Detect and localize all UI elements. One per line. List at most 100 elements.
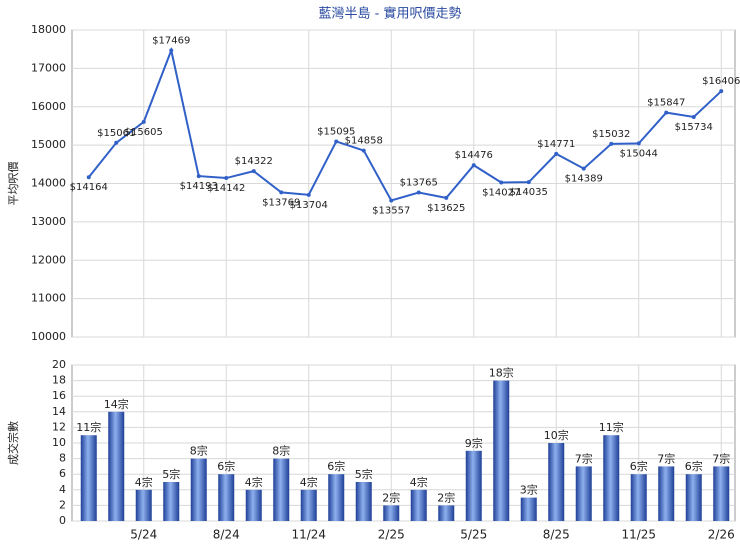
data-label: $15734	[675, 122, 713, 133]
x-tick-label: 8/24	[213, 528, 240, 542]
point	[114, 140, 119, 145]
data-label: 6宗	[685, 459, 703, 473]
point	[581, 166, 586, 171]
data-label: 2宗	[382, 490, 400, 504]
data-label: $15032	[592, 129, 630, 140]
y-tick-label: 0	[59, 514, 66, 527]
data-label: 6宗	[327, 459, 345, 473]
y-tick-label: 14000	[31, 177, 66, 190]
data-label: 2宗	[437, 490, 455, 504]
bar	[163, 482, 180, 521]
point	[169, 48, 174, 53]
x-tick-label: 5/25	[460, 528, 487, 542]
point	[554, 151, 559, 156]
x-tick-label: 2/26	[708, 528, 735, 542]
data-label: 4宗	[135, 475, 153, 489]
y-tick-label: 17000	[31, 61, 66, 74]
y-tick-label: 11000	[31, 292, 66, 305]
data-label: $14476	[455, 150, 493, 161]
line	[87, 46, 722, 202]
data-label: 9宗	[465, 436, 483, 450]
data-label: $17469	[152, 35, 190, 46]
y-tick-label: 6	[59, 467, 66, 480]
bar	[273, 458, 290, 521]
point	[279, 190, 284, 195]
bar	[493, 380, 510, 521]
data-label: $13557	[372, 206, 410, 217]
chart-title: 藍灣半島 - 實用呎價走勢	[319, 6, 462, 22]
data-label: $14193	[180, 181, 218, 192]
data-label: 8宗	[190, 444, 208, 458]
bar	[410, 489, 427, 521]
bar	[713, 466, 730, 521]
y-tick-label: 15000	[31, 138, 66, 151]
y-tick-label: 13000	[31, 215, 66, 228]
bar	[135, 489, 152, 521]
point	[389, 198, 394, 203]
y-tick-label: 4	[59, 483, 66, 496]
x-tick-label: 5/24	[130, 528, 157, 542]
data-label: 5宗	[355, 467, 373, 481]
point	[636, 141, 641, 146]
data-label: 6宗	[217, 459, 235, 473]
data-label: $13769	[262, 197, 300, 208]
data-label: $13625	[427, 203, 465, 214]
point	[664, 110, 669, 115]
y-tick-label: 18	[52, 374, 66, 387]
data-label: $14858	[345, 136, 383, 147]
x-tick-label: 11/24	[291, 528, 326, 542]
bar	[383, 505, 400, 521]
point	[334, 139, 339, 144]
data-label: 4宗	[410, 475, 428, 489]
data-label: $14027	[482, 187, 520, 198]
y-tick-label: 12000	[31, 253, 66, 266]
bar	[328, 474, 345, 521]
data-label: $15061	[97, 128, 135, 139]
bar	[300, 489, 317, 521]
data-label: 18宗	[489, 366, 514, 380]
bar	[80, 435, 97, 521]
bar	[520, 497, 537, 521]
point	[499, 180, 504, 185]
data-label: $15095	[317, 126, 355, 137]
data-label: 4宗	[245, 475, 263, 489]
bar	[603, 435, 620, 521]
data-label: 14宗	[104, 397, 129, 411]
point	[691, 114, 696, 119]
y-tick-label: 8	[59, 452, 66, 465]
data-label: $14322	[235, 156, 273, 167]
data-label: $16406	[702, 76, 740, 87]
data-label: $14389	[565, 174, 603, 185]
point	[609, 141, 614, 146]
y-tick-label: 12	[52, 420, 66, 433]
bar	[685, 474, 702, 521]
y-tick-label: 14	[52, 405, 66, 418]
y-axis-title: 平均呎價	[6, 162, 20, 206]
point	[224, 176, 229, 181]
data-label: 7宗	[657, 451, 675, 465]
data-label: $14142	[207, 183, 245, 194]
point	[416, 190, 421, 195]
bar	[190, 458, 207, 521]
point	[306, 192, 311, 197]
y-tick-label: 20	[52, 358, 66, 371]
y-tick-label: 10	[52, 436, 66, 449]
data-label: $15605	[125, 127, 163, 138]
data-label: $14035	[510, 187, 548, 198]
point	[251, 169, 256, 174]
data-label: $15847	[647, 98, 685, 109]
bar	[465, 450, 482, 521]
bar	[245, 489, 262, 521]
y-tick-label: 18000	[31, 23, 66, 36]
x-tick-label: 8/25	[543, 528, 570, 542]
y-tick-label: 16	[52, 389, 66, 402]
data-label: 8宗	[272, 444, 290, 458]
y-tick-label: 2	[59, 498, 66, 511]
point	[719, 89, 724, 94]
data-label: 10宗	[544, 428, 569, 442]
data-label: $13704	[290, 200, 328, 211]
y-axis-title: 成交宗數	[6, 421, 20, 465]
bar	[575, 466, 592, 521]
data-label: 11宗	[599, 420, 624, 434]
bar	[218, 474, 235, 521]
